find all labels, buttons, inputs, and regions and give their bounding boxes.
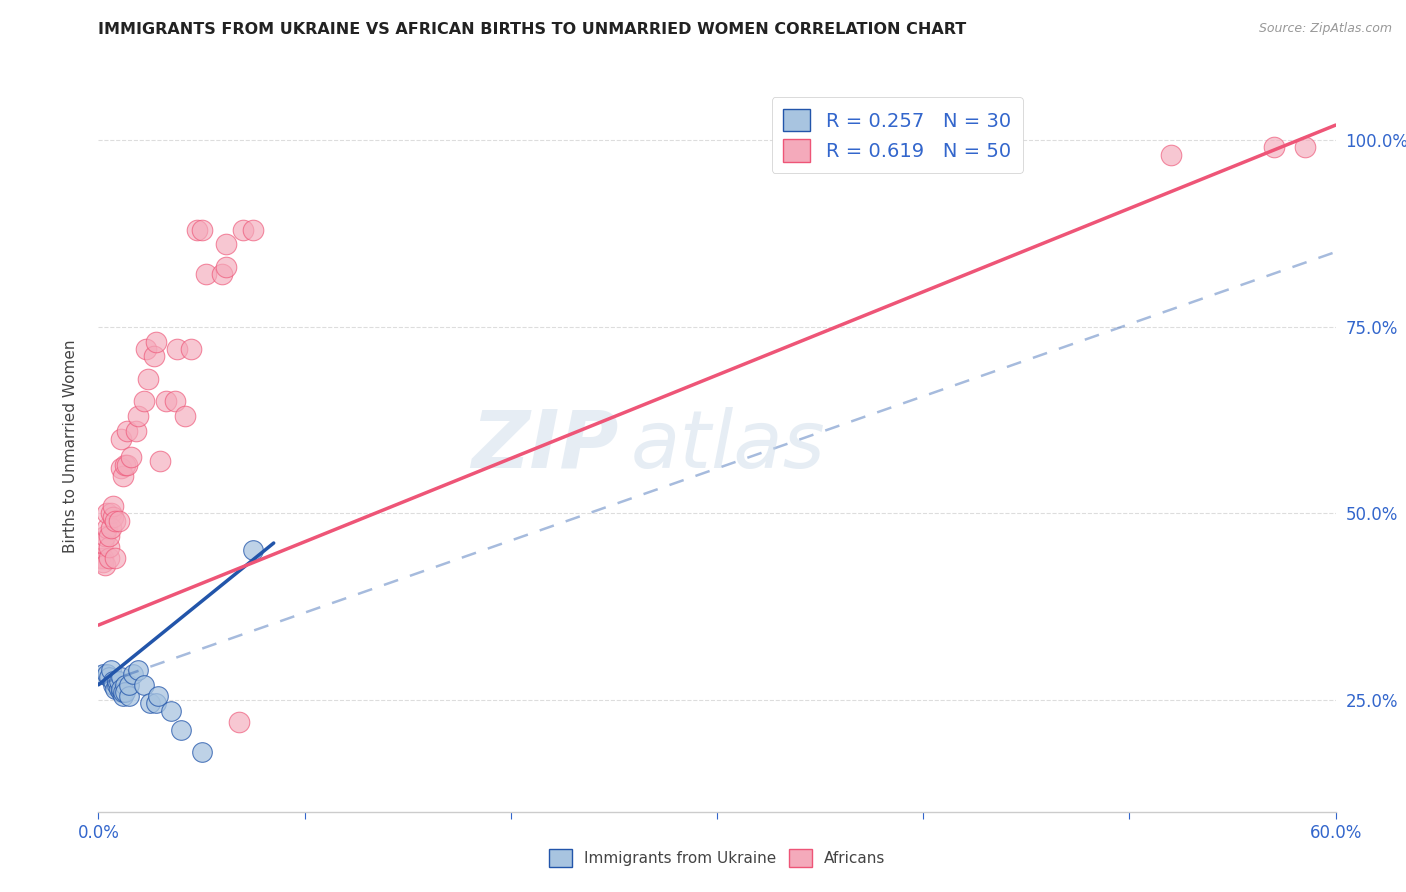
Text: IMMIGRANTS FROM UKRAINE VS AFRICAN BIRTHS TO UNMARRIED WOMEN CORRELATION CHART: IMMIGRANTS FROM UKRAINE VS AFRICAN BIRTH… — [98, 22, 967, 37]
Point — [100, 521, 122, 535]
Point — [96, 521, 118, 535]
Point — [145, 697, 167, 711]
Point — [91, 666, 114, 681]
Point — [105, 678, 128, 692]
Text: atlas: atlas — [630, 407, 825, 485]
Point — [145, 334, 167, 349]
Point — [97, 670, 120, 684]
Point — [174, 409, 197, 424]
Point — [108, 681, 131, 696]
Point — [112, 685, 135, 699]
Point — [242, 543, 264, 558]
Point — [190, 745, 212, 759]
Point — [97, 528, 120, 542]
Point — [108, 514, 131, 528]
Point — [242, 222, 264, 236]
Point — [110, 681, 132, 696]
Point — [117, 458, 139, 472]
Point — [97, 540, 120, 554]
Point — [110, 432, 132, 446]
Point — [91, 555, 114, 569]
Point — [104, 551, 127, 566]
Point — [114, 678, 136, 692]
Legend: Immigrants from Ukraine, Africans: Immigrants from Ukraine, Africans — [543, 843, 891, 873]
Point — [100, 663, 122, 677]
Point — [110, 461, 132, 475]
Point — [180, 342, 202, 356]
Point — [101, 678, 124, 692]
Point — [114, 685, 136, 699]
Point — [104, 681, 127, 696]
Point — [215, 260, 238, 274]
Point — [228, 715, 250, 730]
Point — [148, 689, 170, 703]
Point — [1160, 148, 1182, 162]
Point — [122, 666, 145, 681]
Point — [190, 222, 212, 236]
Point — [132, 678, 155, 692]
Point — [232, 222, 254, 236]
Point — [143, 350, 166, 364]
Point — [166, 342, 188, 356]
Point — [139, 697, 162, 711]
Point — [132, 394, 155, 409]
Point — [159, 704, 181, 718]
Point — [114, 458, 136, 472]
Point — [100, 506, 122, 520]
Point — [186, 222, 208, 236]
Point — [110, 685, 132, 699]
Y-axis label: Births to Unmarried Women: Births to Unmarried Women — [63, 339, 77, 553]
Point — [101, 509, 124, 524]
Point — [135, 342, 157, 356]
Point — [89, 551, 111, 566]
Point — [112, 468, 135, 483]
Point — [117, 424, 139, 438]
Point — [155, 394, 177, 409]
Point — [108, 674, 131, 689]
Text: Source: ZipAtlas.com: Source: ZipAtlas.com — [1258, 22, 1392, 36]
Point — [110, 670, 132, 684]
Point — [211, 268, 233, 282]
Point — [170, 723, 193, 737]
Point — [127, 663, 149, 677]
Text: ZIP: ZIP — [471, 407, 619, 485]
Point — [96, 506, 118, 520]
Point — [120, 450, 142, 465]
Point — [91, 536, 114, 550]
Point — [124, 424, 146, 438]
Point — [1294, 140, 1316, 154]
Point — [112, 689, 135, 703]
Point — [91, 551, 114, 566]
Point — [93, 528, 115, 542]
Point — [105, 674, 128, 689]
Point — [127, 409, 149, 424]
Point — [149, 454, 172, 468]
Point — [136, 372, 159, 386]
Point — [118, 689, 141, 703]
Point — [194, 268, 217, 282]
Point — [118, 678, 141, 692]
Point — [163, 394, 186, 409]
Point — [215, 237, 238, 252]
Point — [93, 558, 115, 573]
Point — [104, 514, 127, 528]
Point — [1263, 140, 1285, 154]
Point — [96, 666, 118, 681]
Point — [97, 551, 120, 566]
Point — [101, 499, 124, 513]
Point — [101, 674, 124, 689]
